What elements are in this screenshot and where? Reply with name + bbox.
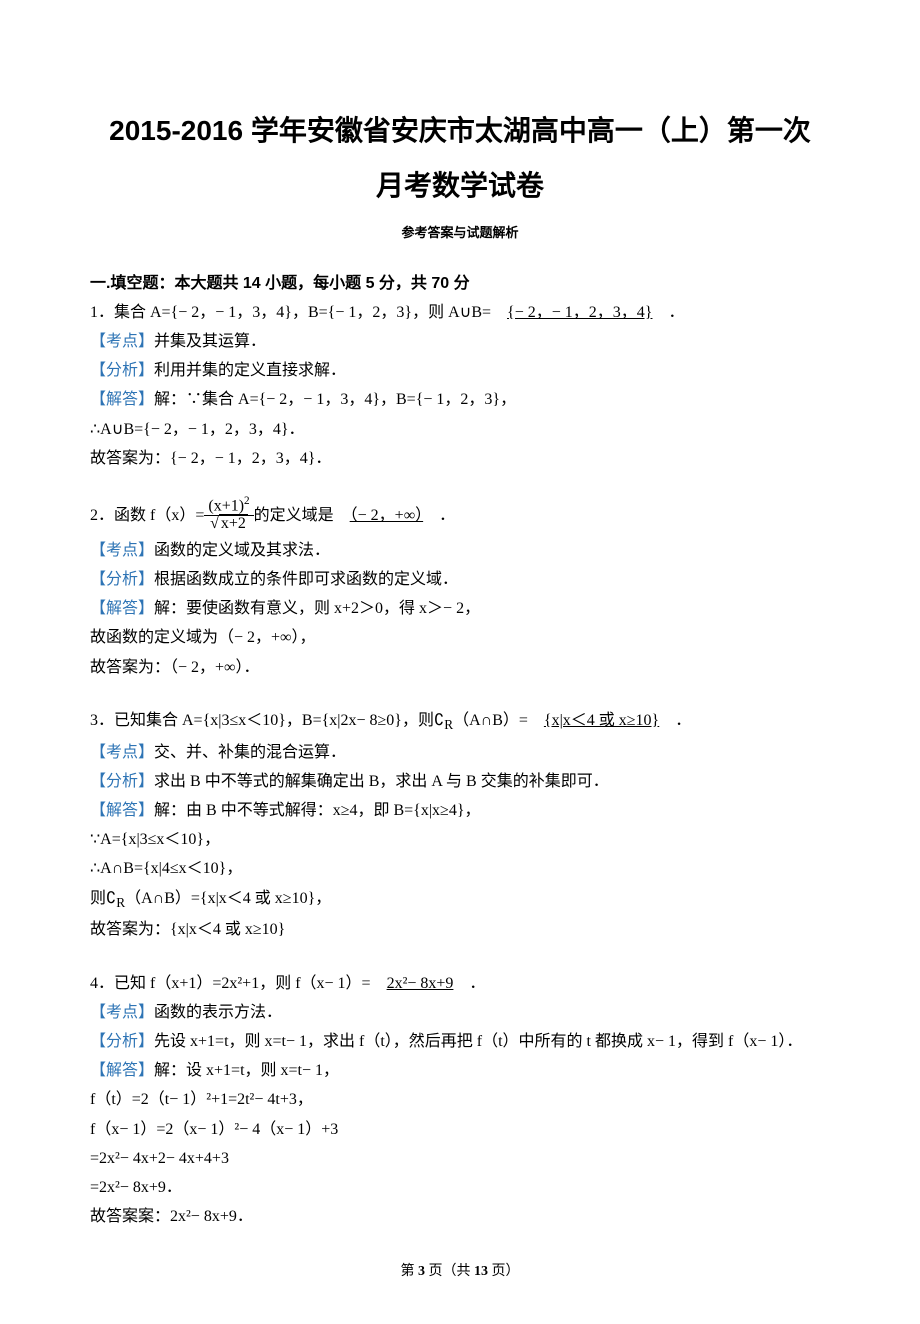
q3-stem-pre: 3．已知集合 A={x|3≤x＜10}，B={x|2x− 8≥0}，则 [90, 712, 434, 729]
q4-jieda-1: 【解答】解：设 x+1=t，则 x=t− 1， [90, 1057, 830, 1084]
q2-kaodian: 【考点】函数的定义域及其求法． [90, 537, 830, 564]
q3-jieda1-text: 解：由 B 中不等式解得：x≥4，即 B={x|x≥4}， [154, 802, 481, 819]
kaodian-label: 【考点】 [90, 744, 154, 761]
footer-post: 页） [488, 1264, 520, 1279]
q4-kaodian: 【考点】函数的表示方法． [90, 999, 830, 1026]
q2-numerator: (x+1)2 [204, 496, 253, 516]
q1-jieda-3: 故答案为：{− 2，− 1，2，3，4}． [90, 445, 830, 472]
q1-answer: {− 2，− 1，2，3，4} [507, 304, 652, 321]
q2-jieda1-text: 解：要使函数有意义，则 x+2＞0，得 x＞− 2， [154, 600, 480, 617]
subtitle: 参考答案与试题解析 [90, 222, 830, 244]
q3-fenxi-text: 求出 B 中不等式的解集确定出 B，求出 A 与 B 交集的补集即可． [154, 773, 609, 790]
footer-mid: 页（共 [425, 1264, 474, 1279]
q3-jieda-2: ∵A={x|3≤x＜10}， [90, 826, 830, 853]
q3-jieda-1: 【解答】解：由 B 中不等式解得：x≥4，即 B={x|x≥4}， [90, 797, 830, 824]
q3-jieda-4: 则∁R（A∩B）={x|x＜4 或 x≥10}， [90, 885, 830, 915]
q4-jieda-6: 故答案案：2x²− 8x+9． [90, 1203, 830, 1230]
q1-kaodian-text: 并集及其运算． [154, 333, 266, 350]
q1-stem: 1．集合 A={− 2，− 1，3，4}，B={− 1，2，3}，则 A∪B= … [90, 299, 830, 326]
jieda-label: 【解答】 [90, 391, 154, 408]
q1-fenxi: 【分析】利用并集的定义直接求解． [90, 357, 830, 384]
title-line-2: 月考数学试卷 [90, 162, 830, 210]
fenxi-label: 【分析】 [90, 571, 154, 588]
fenxi-label: 【分析】 [90, 773, 154, 790]
q3-complement-sub-2: R [116, 895, 125, 910]
q3-kaodian: 【考点】交、并、补集的混合运算． [90, 739, 830, 766]
q4-jieda-2: f（t）=2（t− 1）²+1=2t²− 4t+3， [90, 1086, 830, 1113]
q4-stem-post: ． [453, 975, 485, 992]
question-1: 1．集合 A={− 2，− 1，3，4}，B={− 1，2，3}，则 A∪B= … [90, 299, 830, 472]
q4-fenxi: 【分析】先设 x+1=t，则 x=t− 1，求出 f（t），然后再把 f（t）中… [90, 1028, 830, 1055]
q3-complement-sub: R [444, 717, 453, 732]
q2-jieda-1: 【解答】解：要使函数有意义，则 x+2＞0，得 x＞− 2， [90, 595, 830, 622]
q3-stem-post: ． [659, 712, 691, 729]
q1-stem-pre: 1．集合 A={− 2，− 1，3，4}，B={− 1，2，3}，则 A∪B= [90, 304, 507, 321]
question-3: 3．已知集合 A={x|3≤x＜10}，B={x|2x− 8≥0}，则∁R（A∩… [90, 707, 830, 944]
q2-fenxi-text: 根据函数成立的条件即可求函数的定义域． [154, 571, 458, 588]
q3-stem: 3．已知集合 A={x|3≤x＜10}，B={x|2x− 8≥0}，则∁R（A∩… [90, 707, 830, 737]
q1-kaodian: 【考点】并集及其运算． [90, 328, 830, 355]
q2-stem-mid: 的定义域是 [254, 507, 350, 524]
q3-fenxi: 【分析】求出 B 中不等式的解集确定出 B，求出 A 与 B 交集的补集即可． [90, 768, 830, 795]
q4-kaodian-text: 函数的表示方法． [154, 1004, 282, 1021]
q2-denominator: √x+2 [204, 516, 253, 533]
kaodian-label: 【考点】 [90, 1004, 154, 1021]
q1-stem-post: ． [652, 304, 684, 321]
q3-kaodian-text: 交、并、补集的混合运算． [154, 744, 346, 761]
q3-jieda-5: 故答案为：{x|x＜4 或 x≥10} [90, 916, 830, 943]
q4-answer: 2x²− 8x+9 [387, 975, 454, 992]
q2-fraction: (x+1)2 √x+2 [204, 496, 253, 533]
q1-jieda-2: ∴A∪B={− 2，− 1，2，3，4}． [90, 416, 830, 443]
jieda-label: 【解答】 [90, 802, 154, 819]
q3-complement-2: ∁ [106, 890, 116, 907]
jieda-label: 【解答】 [90, 1062, 154, 1079]
q3-jieda-3: ∴A∩B={x|4≤x＜10}， [90, 855, 830, 882]
q3-jieda4-pre: 则 [90, 890, 106, 907]
q2-stem-post: ． [423, 507, 455, 524]
kaodian-label: 【考点】 [90, 542, 154, 559]
q2-answer: （− 2，+∞） [350, 507, 423, 524]
q1-fenxi-text: 利用并集的定义直接求解． [154, 362, 346, 379]
q4-fenxi-text: 先设 x+1=t，则 x=t− 1，求出 f（t），然后再把 f（t）中所有的 … [154, 1033, 802, 1050]
q2-stem-pre: 2．函数 f（x）= [90, 507, 204, 524]
q3-stem-mid: （A∩B）= [453, 712, 544, 729]
title-line-1: 2015-2016 学年安徽省安庆市太湖高中高一（上）第一次 [90, 110, 830, 152]
q3-jieda4-post: （A∩B）={x|x＜4 或 x≥10}， [125, 890, 331, 907]
footer-page-num: 3 [418, 1264, 425, 1279]
jieda-label: 【解答】 [90, 600, 154, 617]
footer-total: 13 [474, 1264, 488, 1279]
q4-stem: 4．已知 f（x+1）=2x²+1，则 f（x− 1）= 2x²− 8x+9 ． [90, 970, 830, 997]
q4-stem-pre: 4．已知 f（x+1）=2x²+1，则 f（x− 1）= [90, 975, 387, 992]
question-2: 2．函数 f（x）= (x+1)2 √x+2 的定义域是 （− 2，+∞） ． … [90, 498, 830, 681]
q3-complement: ∁ [434, 712, 444, 729]
question-4: 4．已知 f（x+1）=2x²+1，则 f（x− 1）= 2x²− 8x+9 ．… [90, 970, 830, 1231]
footer-pre: 第 [401, 1264, 419, 1279]
q2-fenxi: 【分析】根据函数成立的条件即可求函数的定义域． [90, 566, 830, 593]
q4-jieda1-text: 解：设 x+1=t，则 x=t− 1， [154, 1062, 339, 1079]
q2-jieda-3: 故答案为：（− 2，+∞）． [90, 654, 830, 681]
q4-jieda-4: =2x²− 4x+2− 4x+4+3 [90, 1145, 830, 1172]
fenxi-label: 【分析】 [90, 1033, 154, 1050]
q2-sqrt-arg: x+2 [219, 514, 248, 532]
q2-num-exp: 2 [244, 495, 250, 507]
q2-kaodian-text: 函数的定义域及其求法． [154, 542, 330, 559]
q4-jieda-3: f（x− 1）=2（x− 1）²− 4（x− 1）+3 [90, 1116, 830, 1143]
fenxi-label: 【分析】 [90, 362, 154, 379]
q2-sqrt-sign: √ [210, 515, 219, 532]
q2-jieda-2: 故函数的定义域为（− 2，+∞）， [90, 624, 830, 651]
q1-jieda1-text: 解：∵集合 A={− 2，− 1，3，4}，B={− 1，2，3}， [154, 391, 516, 408]
q2-stem: 2．函数 f（x）= (x+1)2 √x+2 的定义域是 （− 2，+∞） ． [90, 498, 830, 535]
page-footer: 第 3 页（共 13 页） [90, 1260, 830, 1284]
kaodian-label: 【考点】 [90, 333, 154, 350]
section-header: 一.填空题：本大题共 14 小题，每小题 5 分，共 70 分 [90, 270, 830, 297]
q4-jieda-5: =2x²− 8x+9． [90, 1174, 830, 1201]
q1-jieda-1: 【解答】解：∵集合 A={− 2，− 1，3，4}，B={− 1，2，3}， [90, 386, 830, 413]
q2-num-base: (x+1) [208, 497, 244, 514]
q3-answer: {x|x＜4 或 x≥10} [544, 712, 659, 729]
